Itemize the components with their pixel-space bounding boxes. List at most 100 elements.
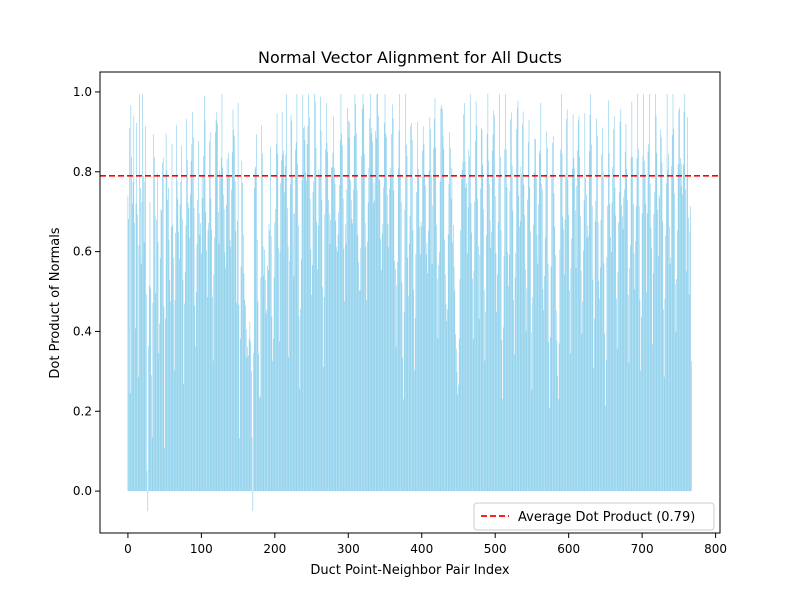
bar: [585, 177, 586, 492]
bar: [338, 212, 340, 492]
bar: [688, 217, 689, 492]
bar: [138, 245, 140, 492]
bar: [510, 119, 511, 492]
bar: [261, 125, 262, 492]
bar: [224, 252, 226, 492]
bar: [522, 124, 523, 492]
bar: [422, 150, 423, 492]
bar: [527, 199, 528, 492]
bar: [188, 207, 190, 492]
bar: [572, 114, 574, 492]
bar: [448, 184, 450, 492]
bar: [566, 119, 567, 492]
bar: [255, 166, 257, 492]
bar: [412, 230, 414, 492]
bar: [591, 205, 593, 492]
bar: [671, 166, 672, 492]
bar: [415, 254, 417, 492]
bar: [431, 174, 432, 492]
bar: [291, 120, 293, 492]
bar: [315, 147, 317, 492]
bar: [486, 134, 488, 492]
bar: [666, 183, 667, 492]
bar: [226, 205, 227, 492]
bar: [506, 187, 508, 492]
bar: [215, 120, 217, 492]
bar: [547, 147, 548, 492]
bar: [514, 354, 515, 492]
bar: [276, 113, 278, 492]
bar: [649, 183, 651, 492]
bar: [162, 157, 164, 492]
bar: [597, 135, 598, 492]
bar-series: [127, 93, 692, 512]
bar: [309, 117, 310, 492]
bar: [423, 143, 425, 492]
bar: [634, 289, 636, 492]
bar: [420, 221, 422, 492]
bar: [589, 114, 591, 492]
bar: [186, 119, 187, 492]
bar: [670, 257, 672, 492]
bar: [435, 147, 437, 492]
bar: [169, 280, 171, 492]
bar: [555, 255, 556, 492]
bar: [201, 253, 202, 492]
bar: [428, 230, 429, 492]
bar: [588, 235, 589, 492]
bar: [430, 129, 431, 492]
bar: [397, 168, 399, 492]
bar: [306, 180, 307, 492]
bar: [132, 203, 133, 492]
bar: [496, 311, 497, 492]
bar: [256, 239, 258, 492]
bar: [544, 275, 545, 492]
bar: [627, 294, 629, 492]
bar: [195, 292, 197, 492]
bar: [507, 252, 508, 492]
bar: [285, 154, 287, 492]
bar: [475, 140, 476, 492]
bar: [418, 177, 420, 492]
bar: [381, 234, 383, 492]
bar: [408, 296, 409, 492]
bar: [254, 168, 256, 492]
bar: [545, 174, 547, 492]
bar: [505, 150, 507, 492]
bar: [549, 408, 550, 492]
bar: [550, 337, 551, 492]
bar: [568, 215, 569, 492]
bar: [456, 371, 458, 492]
bar: [683, 111, 685, 492]
bar: [192, 111, 193, 492]
bar: [168, 187, 169, 492]
bar: [524, 214, 525, 492]
bar: [330, 220, 331, 492]
bar: [669, 226, 670, 492]
bar: [664, 298, 666, 492]
bar: [573, 158, 575, 492]
bar: [358, 262, 359, 492]
bar: [245, 305, 246, 492]
bar: [669, 264, 671, 492]
bar: [557, 375, 558, 492]
bar: [287, 246, 289, 492]
bar: [162, 162, 163, 492]
bar: [152, 302, 154, 492]
bar: [396, 285, 398, 492]
bar: [397, 261, 398, 492]
bar: [582, 301, 583, 492]
bar: [675, 331, 677, 492]
bar: [273, 277, 275, 492]
bar: [257, 301, 259, 492]
bar: [463, 114, 464, 492]
bar: [342, 198, 344, 492]
bar: [410, 126, 412, 492]
bar: [653, 214, 655, 492]
bar: [378, 115, 379, 492]
bar: [331, 167, 333, 492]
bar: [326, 143, 328, 492]
bar: [389, 167, 391, 492]
bar: [619, 191, 620, 492]
